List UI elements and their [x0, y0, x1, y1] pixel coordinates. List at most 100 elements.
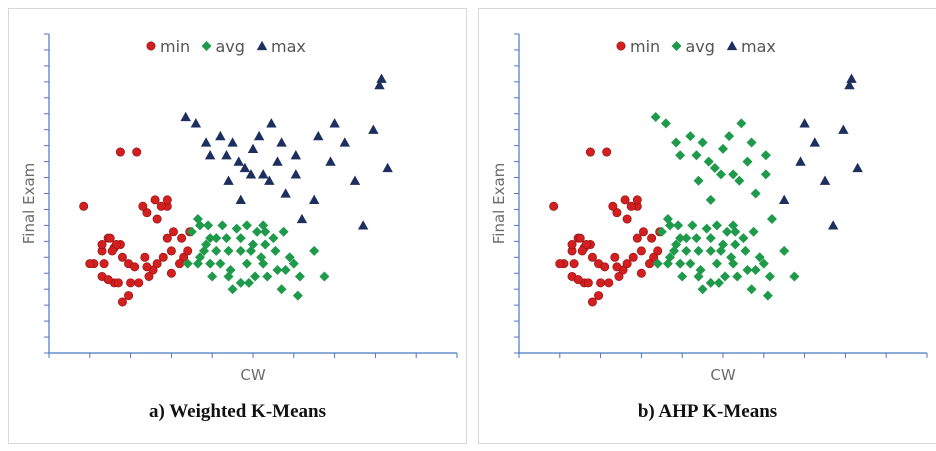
point-avg [664, 220, 675, 231]
point-avg [697, 284, 708, 295]
point-avg [779, 245, 790, 256]
legend-label-max: max [741, 37, 776, 56]
point-avg [227, 284, 238, 295]
point-max [795, 156, 806, 166]
point-min [107, 246, 117, 256]
x-axis-label: CW [710, 366, 735, 384]
point-max [852, 162, 863, 173]
point-avg [292, 290, 303, 301]
legend-label-avg: avg [686, 37, 715, 56]
point-min [575, 233, 585, 243]
point-max [235, 194, 246, 205]
point-avg [685, 258, 696, 269]
point-avg [715, 169, 726, 180]
point-avg [278, 226, 289, 237]
point-avg [231, 223, 242, 234]
point-min [622, 259, 632, 269]
point-min [111, 240, 121, 250]
point-min [638, 227, 648, 237]
x-axis-label: CW [240, 366, 265, 384]
point-avg [235, 245, 246, 256]
series-avg [650, 111, 800, 301]
point-avg [691, 233, 702, 244]
point-max [233, 156, 244, 166]
point-max [258, 169, 269, 179]
point-min [628, 252, 638, 262]
point-avg [728, 169, 739, 180]
point-avg [186, 226, 197, 237]
point-avg [713, 277, 724, 288]
point-max [339, 137, 350, 147]
point-avg [671, 137, 682, 148]
series-max [180, 73, 393, 230]
point-avg [258, 220, 269, 231]
point-avg [272, 265, 283, 276]
point-min [636, 268, 646, 278]
point-min [130, 262, 140, 272]
legend: min avg max [146, 37, 306, 56]
point-avg [284, 252, 295, 263]
point-avg [669, 245, 680, 256]
point-avg [736, 118, 747, 129]
point-max [253, 130, 265, 141]
panel-weighted-kmeans: CW Final Exam min avg max a) Weighted K-Mean… [8, 8, 467, 444]
point-min [596, 278, 606, 288]
point-avg [762, 290, 773, 301]
point-max [239, 162, 251, 173]
point-avg [709, 162, 720, 173]
point-min [117, 297, 127, 307]
point-min [620, 195, 630, 205]
legend-label-min: min [630, 37, 660, 56]
point-avg [194, 252, 205, 263]
point-avg [691, 150, 702, 161]
point-avg [750, 265, 761, 276]
point-avg [199, 245, 210, 256]
point-max [247, 143, 259, 153]
point-max [799, 118, 810, 128]
legend-marker-min [616, 41, 626, 51]
point-avg [740, 245, 751, 256]
point-avg [738, 233, 749, 244]
point-max [819, 175, 831, 185]
point-avg [194, 220, 205, 231]
point-max [266, 118, 277, 128]
point-avg [182, 258, 193, 269]
point-min [614, 271, 624, 281]
point-avg [726, 252, 737, 263]
point-min [632, 195, 642, 205]
point-max [809, 137, 820, 147]
point-min [604, 278, 614, 288]
point-avg [650, 111, 661, 122]
point-avg [245, 245, 256, 256]
point-avg [258, 258, 269, 269]
point-min [549, 201, 559, 211]
point-max [227, 137, 238, 147]
point-max [844, 79, 855, 90]
legend-marker-max [256, 40, 268, 51]
point-avg [673, 220, 684, 231]
point-max [280, 188, 291, 198]
point-min [622, 214, 632, 224]
point-avg [701, 223, 712, 234]
point-min [632, 233, 642, 243]
point-min [162, 233, 172, 243]
point-min [158, 252, 168, 262]
point-min [577, 246, 587, 256]
point-avg [766, 214, 777, 225]
point-avg [693, 245, 704, 256]
legend-marker-avg [201, 41, 212, 51]
legend-label-min: min [160, 37, 190, 56]
point-avg [243, 277, 254, 288]
panel-ahp-kmeans: CW Final Exam min avg max b) AHP K-Means [478, 8, 936, 444]
point-max [838, 124, 849, 134]
point-avg [697, 137, 708, 148]
point-min [585, 147, 595, 157]
point-avg [223, 245, 234, 256]
point-avg [260, 239, 271, 250]
point-avg [728, 220, 739, 231]
point-avg [235, 233, 246, 244]
point-avg [705, 233, 716, 244]
point-max [276, 137, 287, 147]
point-avg [754, 252, 765, 263]
